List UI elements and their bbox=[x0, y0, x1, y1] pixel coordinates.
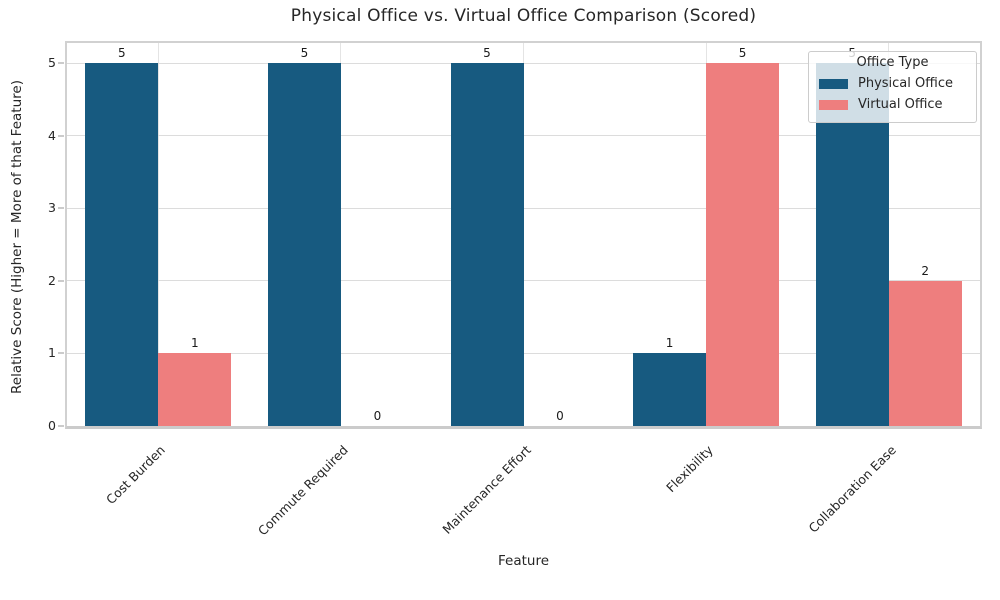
bar-value-label-virtual-office-flexibility: 5 bbox=[738, 46, 747, 61]
bar-value-label-virtual-office-collaboration-ease: 2 bbox=[921, 263, 929, 278]
bar-virtual-office-cost-burden bbox=[158, 353, 232, 426]
y-tick-mark-2 bbox=[58, 279, 64, 282]
x-tick-label-flexibility: Flexibility bbox=[663, 442, 716, 496]
gridline-h-1 bbox=[67, 352, 980, 354]
bar-value-label-physical-office-commute-required: 5 bbox=[300, 46, 309, 61]
bar-value-label-physical-office-cost-burden: 5 bbox=[117, 46, 126, 61]
bar-value-label-physical-office-flexibility: 1 bbox=[665, 336, 674, 351]
gridline-h-5 bbox=[67, 62, 980, 64]
y-tick-mark-1 bbox=[58, 352, 64, 355]
x-tick-label-collaboration-ease: Collaboration Ease bbox=[805, 442, 899, 536]
bar-physical-office-flexibility bbox=[633, 353, 707, 426]
gridline-h-4 bbox=[67, 135, 980, 137]
legend-label-physical-office: Physical Office bbox=[858, 76, 953, 91]
gridline-h-3 bbox=[67, 207, 980, 209]
y-tick-label-5: 5 bbox=[48, 55, 56, 71]
legend-swatch-physical-office bbox=[819, 78, 848, 89]
chart-title: Physical Office vs. Virtual Office Compa… bbox=[290, 6, 757, 26]
y-tick-mark-0 bbox=[58, 425, 64, 427]
y-tick-label-2: 2 bbox=[48, 272, 56, 288]
bar-virtual-office-flexibility bbox=[706, 63, 780, 426]
bar-value-label-virtual-office-commute-required: 0 bbox=[373, 409, 382, 423]
gridline-h-2 bbox=[67, 280, 980, 282]
gridline-v-maintenance-effort bbox=[523, 43, 524, 426]
y-tick-mark-5 bbox=[58, 62, 64, 65]
legend: Office Type Physical Office Virtual Offi… bbox=[808, 51, 977, 123]
legend-swatch-virtual-office bbox=[819, 99, 848, 110]
bar-physical-office-collaboration-ease bbox=[815, 63, 889, 426]
legend-title: Office Type bbox=[856, 55, 929, 70]
x-tick-label-cost-burden: Cost Burden bbox=[103, 442, 169, 508]
y-tick-label-1: 1 bbox=[48, 345, 56, 361]
y-axis-label: Relative Score (Higher = More of that Fe… bbox=[9, 80, 25, 394]
y-tick-label-0: 0 bbox=[48, 418, 56, 433]
gridline-v-collaboration-ease bbox=[888, 43, 890, 426]
bar-physical-office-maintenance-effort bbox=[450, 63, 524, 426]
y-tick-label-3: 3 bbox=[48, 200, 56, 216]
bar-value-label-physical-office-maintenance-effort: 5 bbox=[483, 46, 491, 61]
legend-item-physical-office: Physical Office bbox=[809, 73, 976, 94]
x-tick-label-commute-required: Commute Required bbox=[254, 442, 351, 539]
x-tick-label-maintenance-effort: Maintenance Effort bbox=[438, 442, 534, 537]
gridline-v-commute-required bbox=[340, 43, 342, 426]
bar-value-label-virtual-office-maintenance-effort: 0 bbox=[556, 409, 564, 423]
x-axis-label: Feature bbox=[497, 553, 549, 569]
gridline-v-cost-burden bbox=[157, 43, 159, 426]
legend-item-virtual-office: Virtual Office bbox=[809, 94, 976, 115]
legend-label-virtual-office: Virtual Office bbox=[858, 97, 943, 112]
bar-physical-office-cost-burden bbox=[85, 63, 159, 426]
bar-virtual-office-collaboration-ease bbox=[888, 280, 962, 426]
y-tick-mark-4 bbox=[58, 134, 64, 137]
bar-physical-office-commute-required bbox=[267, 63, 341, 426]
y-tick-mark-3 bbox=[58, 207, 64, 210]
bar-value-label-virtual-office-cost-burden: 1 bbox=[190, 336, 199, 351]
y-tick-label-4: 4 bbox=[48, 127, 56, 143]
